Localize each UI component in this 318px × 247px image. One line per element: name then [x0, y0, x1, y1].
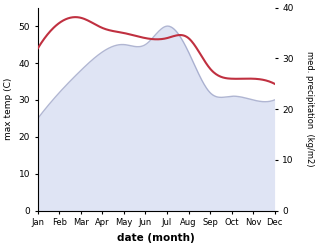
Y-axis label: max temp (C): max temp (C): [4, 78, 13, 140]
X-axis label: date (month): date (month): [117, 233, 195, 243]
Y-axis label: med. precipitation  (kg/m2): med. precipitation (kg/m2): [305, 51, 314, 167]
